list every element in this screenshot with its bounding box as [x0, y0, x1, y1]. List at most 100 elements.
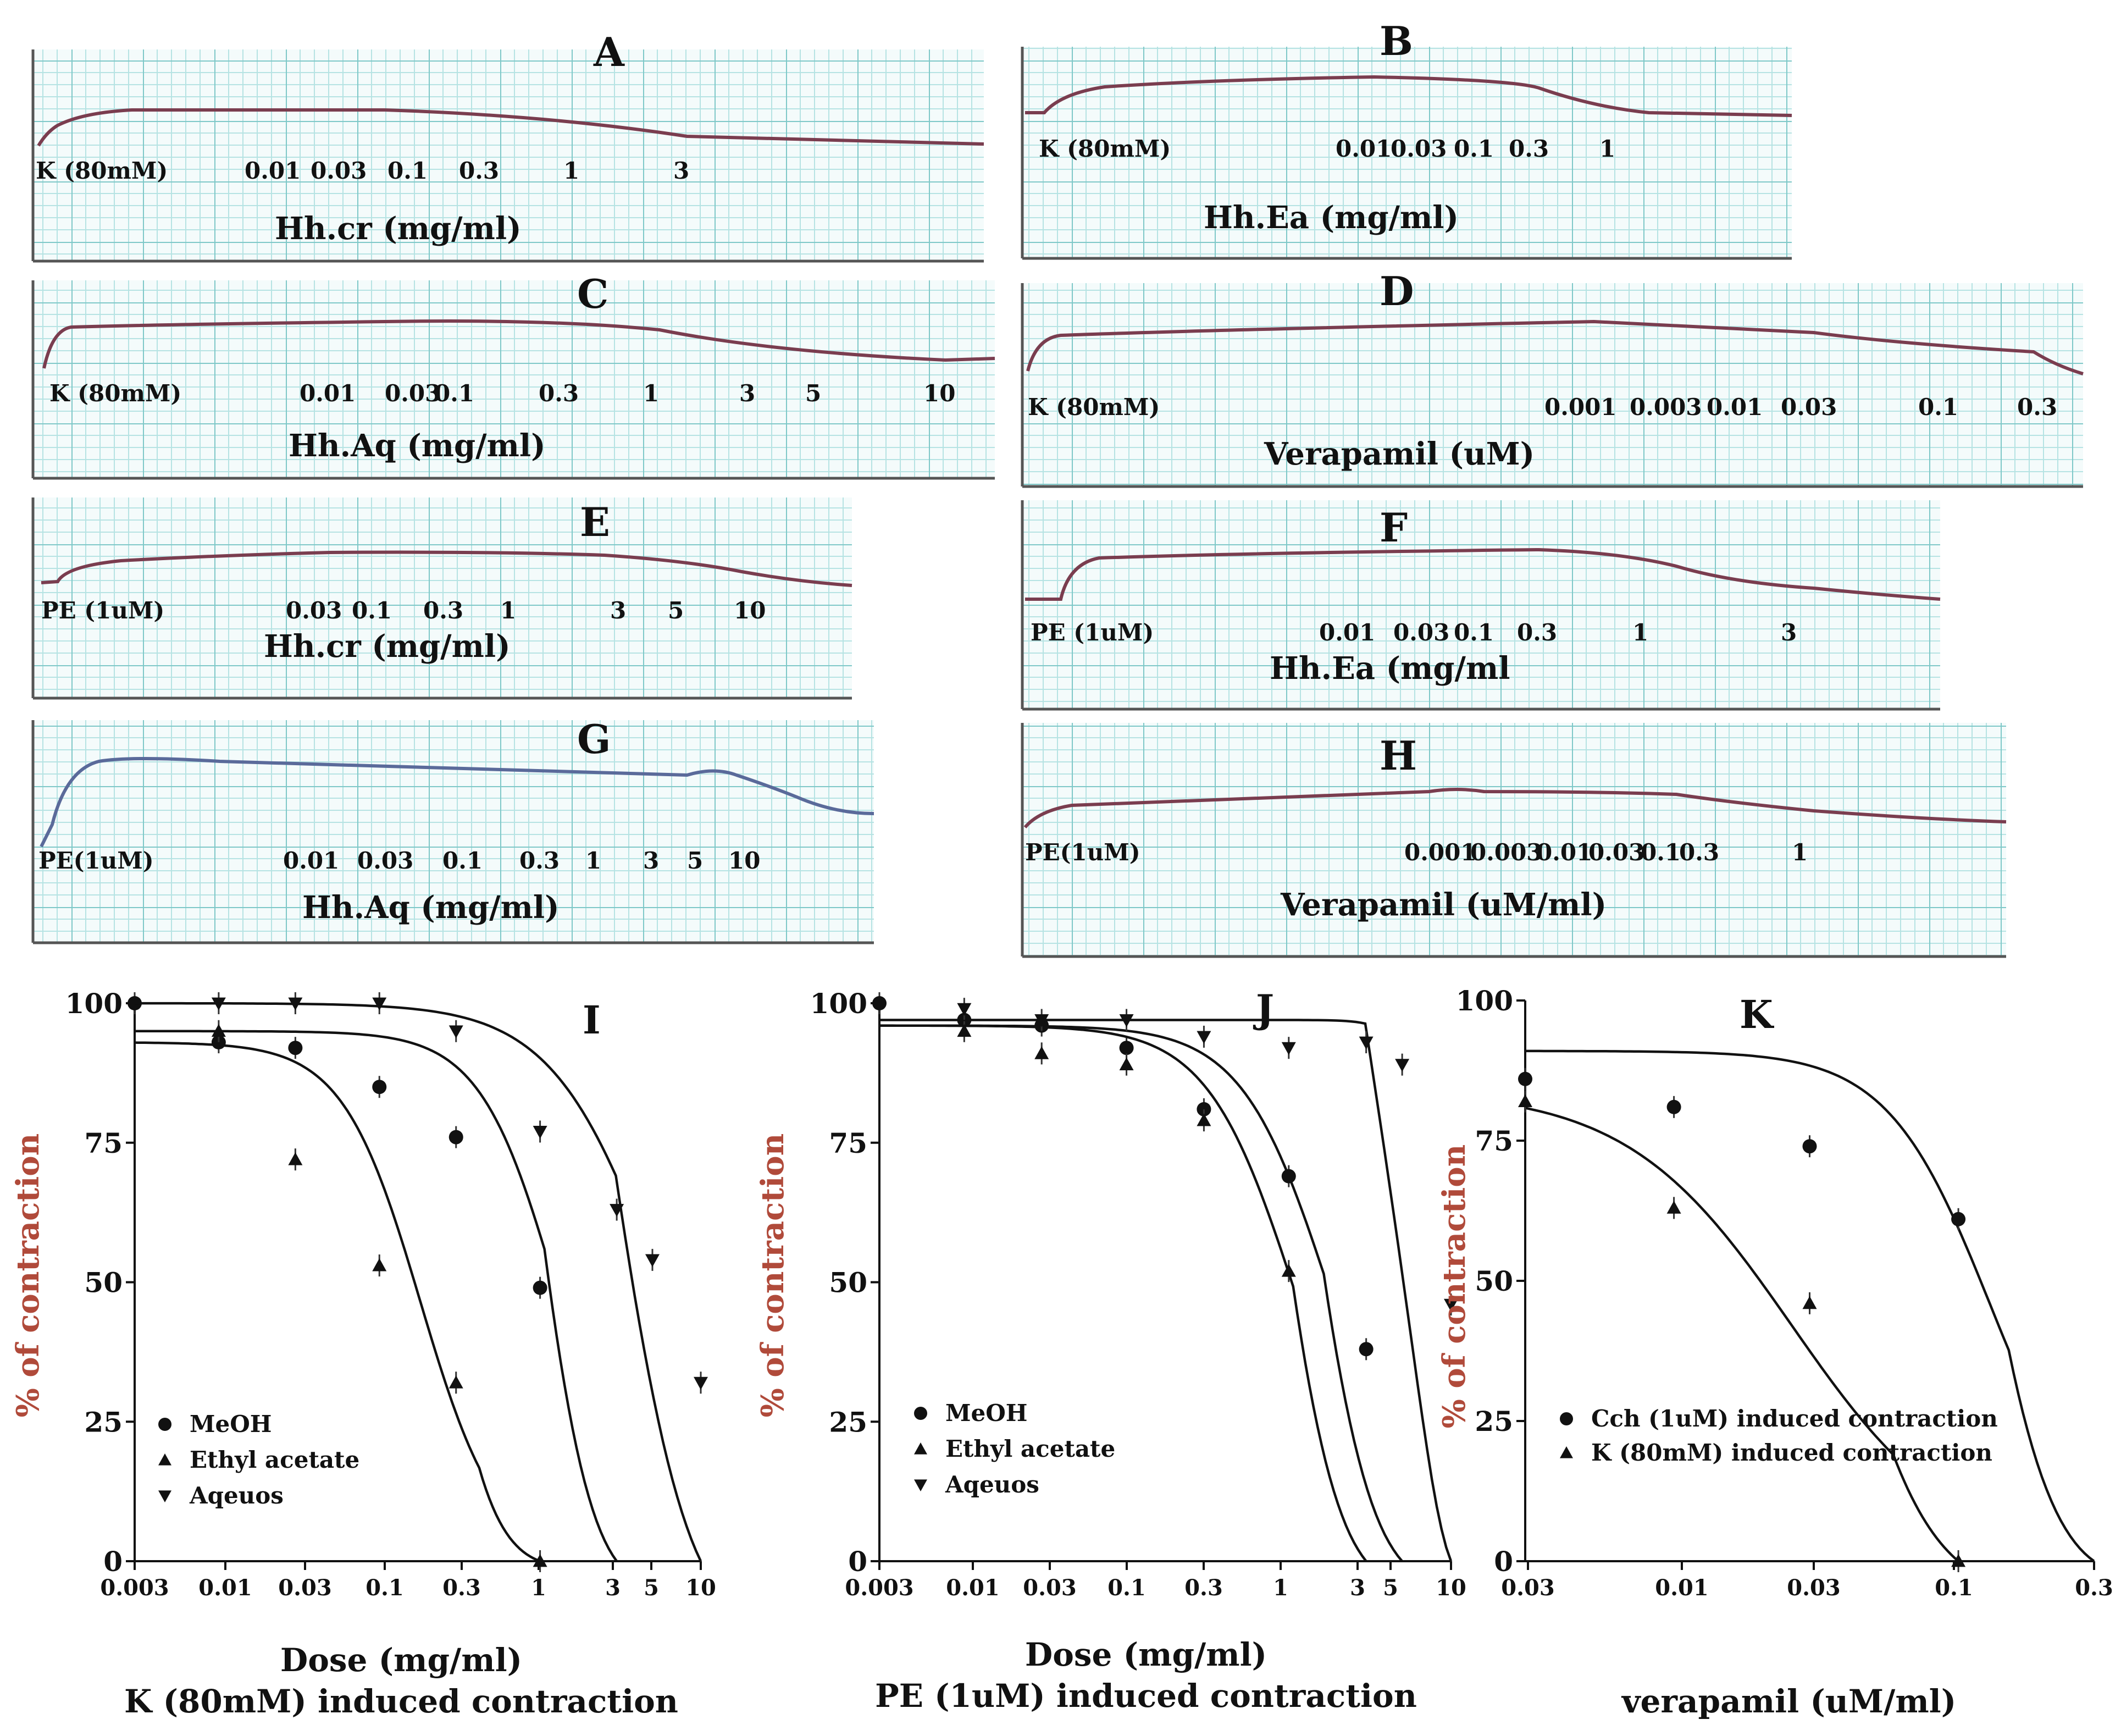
x-tick-label: 0.1: [1107, 1575, 1146, 1601]
agonist-label: PE (1uM): [41, 597, 164, 624]
tension-trace: [1025, 548, 1941, 601]
fit-curve: [879, 1019, 1453, 1562]
x-tick-label: 0.03: [1501, 1575, 1554, 1601]
x-tick-label: 0.01: [198, 1575, 252, 1601]
dose-label: 1: [585, 847, 601, 874]
dose-label: 0.003: [1630, 394, 1702, 421]
data-point: [1119, 1041, 1134, 1055]
x-axis-label: verapamil (uM/ml): [1621, 1683, 1956, 1720]
panel-letter: F: [1380, 504, 1408, 551]
x-tick-label: 0.03: [1023, 1575, 1076, 1601]
tension-trace: [42, 319, 995, 369]
trace-panel-H: H PE(1uM) 0.001 0.003 0.01 0.03 0.1 0.3 …: [1021, 723, 2007, 958]
dose-label: 0.01: [1707, 394, 1763, 421]
chart-K: 0 25 50 75 100 0.03 0.01 0.03 0.1 0.3 K % of contra…: [1436, 985, 2113, 1720]
dose-label: 0.3: [1509, 135, 1549, 162]
dose-label: 0.3: [423, 597, 463, 624]
y-axis-label: % of contraction: [755, 1134, 791, 1418]
fit-curve: [879, 1024, 1367, 1562]
agonist-label: K (80mM): [1028, 394, 1160, 421]
agonist-label: PE (1uM): [1031, 619, 1154, 646]
dose-label: 0.01: [300, 380, 356, 407]
dose-label: 0.1: [1454, 619, 1494, 646]
fit-curve: [135, 1002, 702, 1562]
y-tick-label: 75: [829, 1127, 867, 1159]
dose-label: 1: [500, 597, 516, 624]
data-point: [1359, 1342, 1374, 1357]
data-point: [1281, 1264, 1296, 1277]
y-tick-label: 75: [1475, 1125, 1513, 1157]
trace-panel-G: G PE(1uM) 0.01 0.03 0.1 0.3 1 3 5 10 Hh.…: [31, 716, 874, 944]
data-point: [1802, 1296, 1817, 1309]
trace-panel-E: E PE (1uM) 0.03 0.1 0.3 1 3 5 10 Hh.cr (…: [31, 497, 852, 700]
data-point: [288, 1152, 303, 1165]
legend-label: MeOH: [190, 1411, 272, 1438]
dose-label: 10: [923, 380, 955, 407]
data-point: [1281, 1042, 1296, 1055]
x-tick-label: 3: [605, 1575, 621, 1601]
legend-label: Ethyl acetate: [945, 1435, 1115, 1462]
data-point: [372, 1080, 387, 1094]
dose-label: 1: [1792, 839, 1808, 866]
data-point: [1034, 1014, 1049, 1027]
dose-label: 5: [668, 597, 684, 624]
panel-letter: H: [1380, 732, 1417, 779]
tension-trace: [1025, 75, 1792, 117]
x-tick-label: 10: [1436, 1575, 1466, 1601]
x-tick-label: 1: [1273, 1575, 1288, 1601]
data-point: [1560, 1446, 1573, 1458]
x-tick-label: 0.01: [1655, 1575, 1708, 1601]
panel-letter: A: [593, 29, 625, 75]
fit-curve: [1525, 1049, 2095, 1562]
dose-label: 0.1: [1454, 135, 1494, 162]
dose-label: 0.1: [1641, 839, 1681, 866]
chart-subtitle: K (80mM) induced contraction: [124, 1683, 678, 1720]
data-point: [1666, 1201, 1681, 1214]
data-point: [1197, 1031, 1211, 1044]
x-tick-label: 0.3: [442, 1575, 481, 1601]
dose-label: 1: [1599, 135, 1615, 162]
data-point: [211, 1024, 226, 1037]
trace-panel-A: A K (80mM) 0.01 0.03 0.1 0.3 1 3 Hh.cr (…: [31, 29, 984, 263]
data-point: [1281, 1169, 1296, 1184]
x-tick-label: 5: [1383, 1575, 1398, 1601]
x-tick-label: 0.03: [278, 1575, 331, 1601]
dose-label: 0.3: [1679, 839, 1719, 866]
trace-panel-C: C K (80mM) 0.01 0.03 0.1 0.3 1 3 5 10 Hh…: [31, 270, 995, 480]
data-point: [694, 1376, 708, 1390]
data-point: [448, 1130, 463, 1145]
y-axis-label: % of contraction: [10, 1134, 46, 1418]
x-tick-label: 0.003: [845, 1575, 913, 1601]
fit-curve: [1525, 1107, 1959, 1562]
y-tick-label: 100: [1456, 985, 1513, 1017]
dose-label: 0.03: [1588, 839, 1644, 866]
data-point: [1444, 1298, 1458, 1312]
x-tick-label: 0.3: [2075, 1575, 2113, 1601]
data-point: [914, 1407, 927, 1420]
legend-label: Aqeuos: [189, 1482, 284, 1509]
dose-label: 1: [643, 380, 659, 407]
y-tick-label: 50: [84, 1267, 123, 1299]
data-point: [533, 1554, 547, 1567]
drug-label: Hh.Ea (mg/ml: [1270, 650, 1510, 687]
dose-label: 0.01: [283, 847, 339, 874]
dose-label: 1: [563, 157, 579, 184]
data-point: [1197, 1113, 1211, 1126]
drug-label: Hh.Ea (mg/ml): [1204, 200, 1459, 236]
data-point: [957, 1003, 972, 1016]
y-tick-label: 25: [84, 1406, 123, 1438]
y-tick-label: 50: [829, 1267, 867, 1299]
data-point: [645, 1254, 660, 1267]
data-point: [448, 1375, 463, 1389]
dose-label: 0.1: [442, 847, 483, 874]
drug-label: Verapamil (uM/ml): [1280, 887, 1607, 923]
data-point: [533, 1280, 547, 1295]
data-point: [448, 1025, 463, 1038]
dose-label: 10: [728, 847, 760, 874]
y-axis-label: % of contraction: [1436, 1145, 1472, 1429]
legend-label: K (80mM) induced contraction: [1591, 1439, 1992, 1466]
y-tick-label: 50: [1475, 1265, 1513, 1297]
data-point: [1518, 1094, 1532, 1107]
data-point: [914, 1442, 927, 1455]
